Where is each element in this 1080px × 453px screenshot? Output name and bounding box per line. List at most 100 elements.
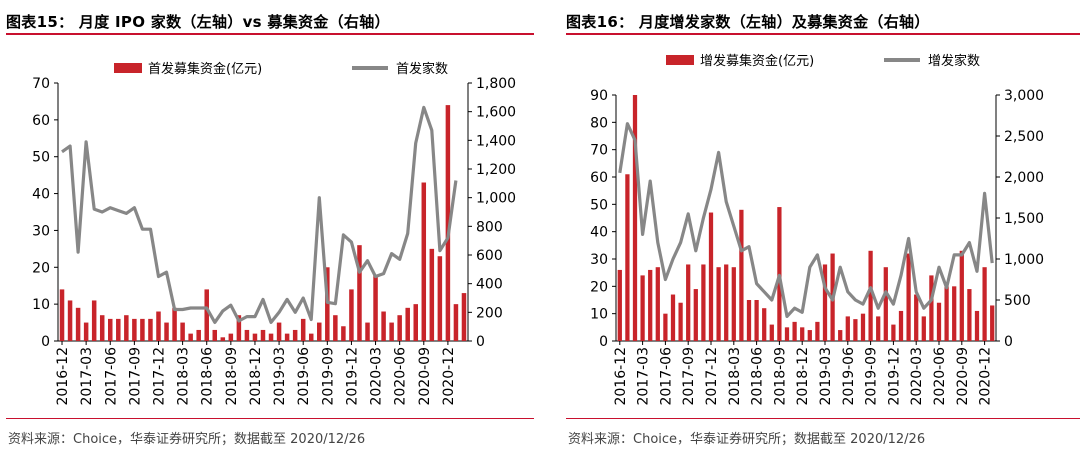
bar bbox=[268, 333, 274, 341]
ipo-bar-line-chart: 首发募集资金(亿元) 首发家数 0 10 20 30 40 50 60 70 0 200 400 600 8… bbox=[32, 61, 516, 406]
seo-bar-line-chart: 增发募集资金(亿元) 增发家数 0 10 20 30 40 50 60 70 80 90 0 500 1,0… bbox=[590, 53, 1044, 406]
bar bbox=[990, 305, 995, 341]
bar bbox=[716, 267, 721, 341]
source-note: 资料来源：Choice，华泰证券研究所；数据截至 2020/12/26 bbox=[568, 432, 926, 447]
x-tick-label: 2018-03 bbox=[176, 347, 192, 406]
bar bbox=[244, 329, 250, 341]
bar bbox=[373, 274, 378, 341]
right-tick-label: 800 bbox=[476, 219, 503, 235]
x-tick-label: 2019-12 bbox=[886, 347, 902, 406]
bar bbox=[317, 322, 322, 341]
left-tick-label: 80 bbox=[590, 115, 608, 131]
bar bbox=[655, 267, 660, 341]
bottom-rule bbox=[566, 418, 1080, 419]
bar bbox=[188, 333, 193, 341]
x-tick-label: 2017-06 bbox=[658, 347, 674, 406]
bar bbox=[617, 269, 622, 341]
bar bbox=[815, 321, 820, 341]
right-tick-label: 500 bbox=[1004, 293, 1031, 309]
right-tick-label: 1,800 bbox=[476, 76, 516, 92]
left-tick-label: 40 bbox=[32, 187, 50, 203]
legend-label-line: 首发家数 bbox=[396, 61, 448, 77]
bar bbox=[914, 294, 919, 341]
bar bbox=[944, 286, 949, 341]
bar bbox=[236, 315, 242, 341]
bar bbox=[116, 318, 121, 341]
left-tick-label: 20 bbox=[590, 279, 608, 295]
x-tick-label: 2019-06 bbox=[296, 347, 312, 406]
x-tick-label: 2019-09 bbox=[864, 347, 880, 406]
bar bbox=[640, 275, 645, 341]
x-tick-label: 2019-03 bbox=[818, 347, 834, 406]
bar bbox=[292, 329, 298, 341]
x-tick-label: 2020-12 bbox=[441, 347, 457, 406]
right-tick-label: 1,600 bbox=[476, 105, 516, 121]
x-tick-label: 2019-12 bbox=[344, 347, 360, 406]
left-tick-label: 10 bbox=[32, 297, 50, 313]
bar bbox=[59, 289, 65, 341]
bar bbox=[276, 322, 282, 341]
x-tick-label: 2019-09 bbox=[320, 347, 336, 406]
bar bbox=[800, 327, 805, 341]
series-line bbox=[618, 122, 994, 318]
bar bbox=[845, 316, 850, 341]
bar bbox=[67, 300, 73, 341]
bar bbox=[898, 310, 904, 341]
bar bbox=[389, 322, 394, 341]
bar bbox=[936, 302, 942, 341]
left-tick-label: 60 bbox=[32, 113, 50, 129]
bar bbox=[75, 307, 81, 341]
bar bbox=[300, 318, 306, 341]
bar bbox=[663, 313, 668, 341]
legend-label-line: 增发家数 bbox=[928, 53, 980, 69]
x-tick-label: 2017-03 bbox=[636, 347, 652, 406]
x-tick-label: 2017-09 bbox=[681, 347, 697, 406]
bar bbox=[822, 264, 828, 341]
bar bbox=[228, 333, 234, 341]
right-tick-label: 3,000 bbox=[1004, 88, 1044, 104]
bar bbox=[172, 307, 177, 341]
right-tick-label: 1,000 bbox=[476, 191, 516, 207]
bar bbox=[461, 293, 467, 341]
left-tick-label: 10 bbox=[590, 307, 608, 323]
bar bbox=[670, 294, 676, 341]
x-tick-label: 2019-03 bbox=[272, 347, 288, 406]
x-tick-label: 2019-06 bbox=[841, 347, 857, 406]
bar bbox=[91, 300, 97, 341]
title-rule bbox=[6, 33, 534, 35]
bar bbox=[108, 318, 113, 341]
left-tick-label: 40 bbox=[590, 225, 608, 241]
x-tick-label: 2017-03 bbox=[79, 347, 95, 406]
chart-title: 图表15： 月度 IPO 家数（左轴）vs 募集资金（右轴） bbox=[6, 13, 390, 31]
bar bbox=[868, 250, 873, 341]
series-line bbox=[61, 105, 458, 324]
bar bbox=[701, 264, 706, 341]
bar bbox=[762, 308, 767, 341]
left-tick-label: 0 bbox=[599, 334, 608, 350]
x-tick-label: 2018-03 bbox=[727, 347, 743, 406]
bar bbox=[260, 329, 266, 341]
bar bbox=[967, 289, 972, 341]
bar bbox=[883, 267, 888, 341]
bar bbox=[784, 327, 790, 341]
bar bbox=[952, 286, 957, 341]
bar bbox=[891, 324, 896, 341]
bar bbox=[959, 250, 964, 341]
title-rule bbox=[566, 33, 1080, 35]
bar bbox=[632, 95, 638, 341]
x-tick-label: 2020-06 bbox=[393, 347, 409, 406]
legend-swatch-bar bbox=[114, 63, 142, 73]
bar bbox=[397, 315, 402, 341]
bar bbox=[220, 337, 226, 341]
bar bbox=[284, 333, 290, 341]
legend-swatch-bar bbox=[666, 55, 694, 65]
bar bbox=[413, 304, 418, 341]
bar bbox=[838, 330, 843, 341]
right-tick-label: 1,000 bbox=[1004, 252, 1044, 268]
bar bbox=[648, 269, 653, 341]
bar bbox=[921, 316, 926, 341]
right-tick-label: 600 bbox=[476, 248, 503, 264]
bar bbox=[148, 318, 153, 341]
bar bbox=[124, 315, 129, 341]
x-tick-label: 2020-09 bbox=[417, 347, 433, 406]
